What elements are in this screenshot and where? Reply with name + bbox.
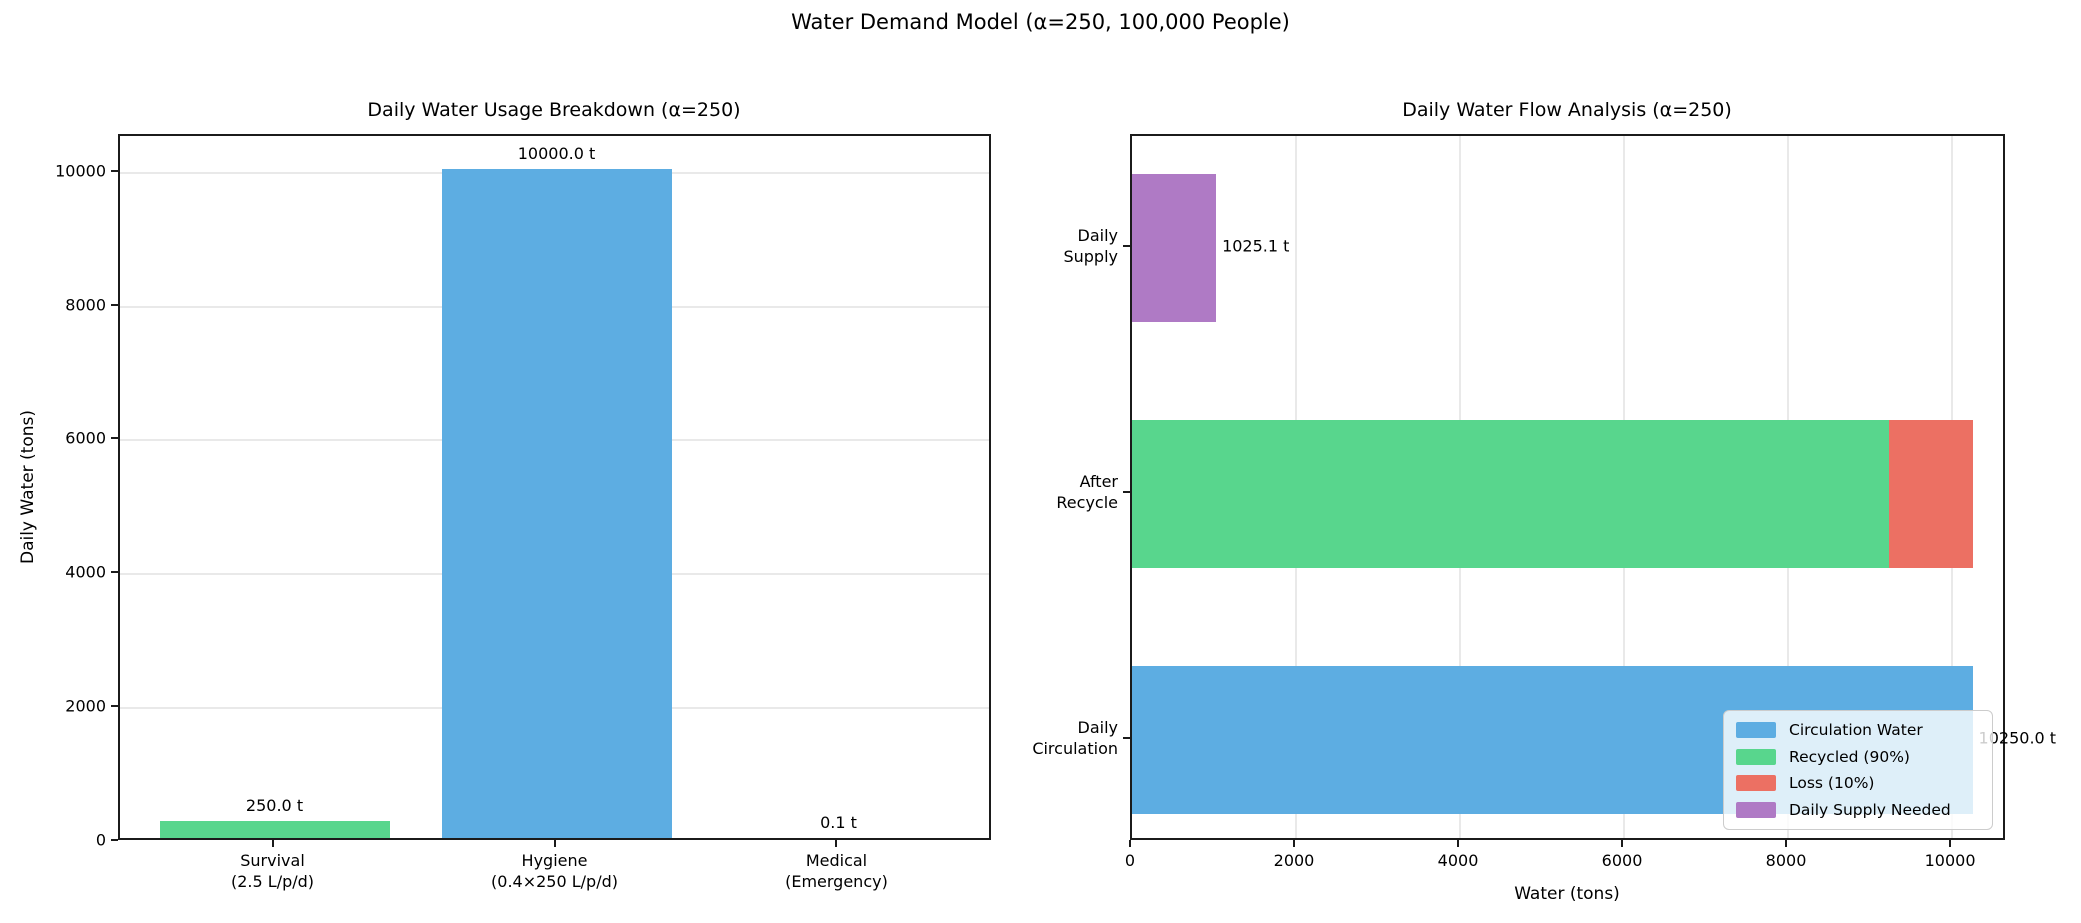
- y-tick-label: 8000: [65, 295, 106, 315]
- x-tick-label: 8000: [1765, 851, 1807, 870]
- x-tick-mark: [1293, 840, 1295, 847]
- x-tick-label: 10000: [1924, 851, 1976, 870]
- y-tick-mark: [111, 705, 118, 708]
- legend-label: Circulation Water: [1789, 721, 1923, 740]
- legend-swatch: [1736, 801, 1776, 818]
- flow-chart-title: Daily Water Flow Analysis (α=250): [1402, 99, 1732, 121]
- legend-swatch: [1736, 722, 1776, 739]
- legend: Circulation Water Recycled (90%) Loss (10%…: [1723, 710, 1993, 830]
- legend-label: Daily Supply Needed: [1789, 800, 1951, 819]
- bar: [159, 821, 390, 838]
- x-tick-mark: [553, 840, 556, 847]
- legend-item: Circulation Water: [1736, 721, 1980, 739]
- x-tick-label: 0: [1124, 851, 1136, 870]
- x-tick-label: 4000: [1437, 851, 1479, 870]
- category-label: Daily Circulation: [1032, 718, 1118, 758]
- x-tick-mark: [1129, 840, 1131, 847]
- y-tick-label: 0: [95, 830, 106, 850]
- y-tick-label: 10000: [55, 161, 106, 181]
- legend-label: Loss (10%): [1789, 774, 1875, 793]
- bar-value-label: 10250.0 t: [1978, 728, 2057, 748]
- bar-value-label: 250.0 t: [245, 796, 304, 816]
- x-tick-mark: [1457, 840, 1460, 847]
- y-tick-mark: [1123, 245, 1130, 247]
- usage-plot-area: 250.0 t 10000.0 t 0.1 t: [118, 134, 991, 840]
- category-label: Hygiene (0.4×250 L/p/d): [491, 851, 618, 891]
- legend-swatch: [1736, 775, 1776, 792]
- category-label: After Recycle: [1056, 472, 1118, 512]
- y-tick-mark: [1123, 737, 1130, 739]
- y-tick-mark: [111, 169, 118, 172]
- x-tick-label: 6000: [1601, 851, 1643, 870]
- bar: [441, 168, 672, 838]
- legend-label: Recycled (90%): [1789, 747, 1910, 766]
- bar-segment: [1132, 174, 1217, 322]
- bar-segment: [1132, 420, 1889, 568]
- x-tick-mark: [1949, 840, 1952, 847]
- legend-item: Daily Supply Needed: [1736, 801, 1980, 819]
- category-label: Survival (2.5 L/p/d): [231, 851, 315, 891]
- x-tick-mark: [1621, 840, 1624, 847]
- x-tick-mark: [835, 840, 838, 847]
- x-tick-label: 2000: [1273, 851, 1315, 870]
- legend-item: Recycled (90%): [1736, 748, 1980, 766]
- x-tick-mark: [1785, 840, 1788, 847]
- y-tick-mark: [111, 571, 118, 574]
- y-tick-mark: [111, 437, 118, 440]
- flow-x-axis-label: Water (tons): [1514, 884, 1620, 904]
- y-tick-label: 4000: [65, 562, 106, 582]
- bar-value-label: 10000.0 t: [517, 143, 596, 163]
- bar-segment: [1888, 420, 1973, 568]
- legend-item: Loss (10%): [1736, 774, 1980, 792]
- y-tick-mark: [1123, 491, 1130, 493]
- usage-chart-title: Daily Water Usage Breakdown (α=250): [367, 99, 741, 121]
- x-tick-mark: [271, 840, 274, 847]
- figure-title: Water Demand Model (α=250, 100,000 Peopl…: [791, 10, 1290, 34]
- category-label: Daily Supply: [1063, 226, 1118, 266]
- bar-value-label: 1025.1 t: [1222, 236, 1290, 256]
- category-label: Medical (Emergency): [785, 851, 888, 891]
- y-tick-label: 2000: [65, 696, 106, 716]
- y-tick-label: 6000: [65, 428, 106, 448]
- y-tick-mark: [111, 839, 118, 841]
- bar-value-label: 0.1 t: [820, 813, 857, 832]
- legend-swatch: [1736, 748, 1776, 765]
- y-tick-mark: [111, 303, 118, 306]
